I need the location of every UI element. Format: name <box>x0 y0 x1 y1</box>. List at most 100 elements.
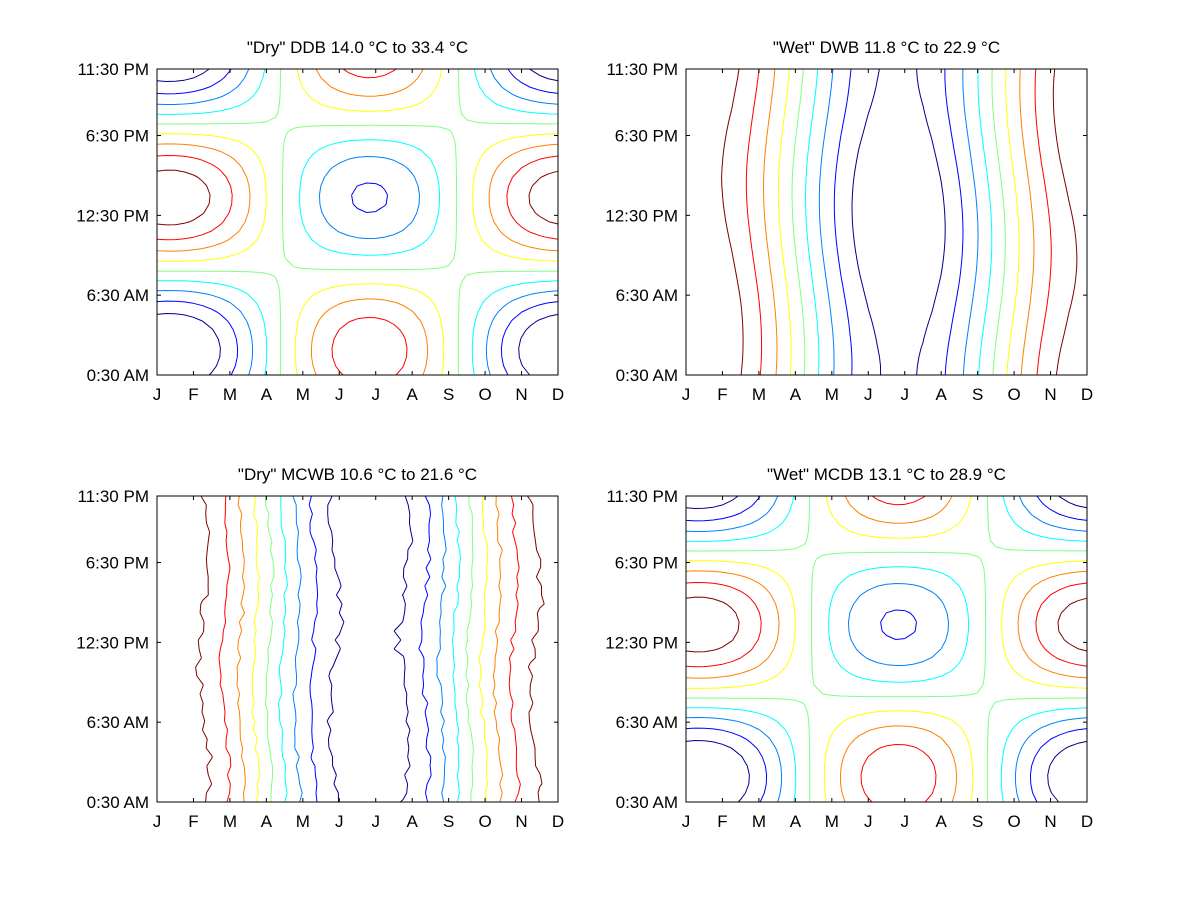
contour-level-3 <box>156 68 559 376</box>
x-tick-label: A <box>790 385 802 404</box>
contour-level-2 <box>685 495 1088 803</box>
contour-level-5 <box>251 495 489 803</box>
contour-level-1 <box>156 68 559 376</box>
x-tick-label: M <box>296 385 310 404</box>
contour-level-1 <box>833 68 964 376</box>
contour-level-6 <box>685 495 1088 803</box>
contour-level-6 <box>156 68 559 376</box>
x-tick-label: N <box>1044 385 1056 404</box>
y-tick-label: 6:30 AM <box>87 286 149 305</box>
x-tick-label: J <box>864 385 873 404</box>
contour-level-4 <box>791 68 1006 376</box>
panel-title: "Wet" DWB 11.8 °C to 22.9 °C <box>773 38 1000 57</box>
contour-level-6 <box>236 495 504 803</box>
x-tick-label: O <box>478 385 491 404</box>
contour-level-3 <box>685 495 1088 803</box>
x-tick-label: A <box>790 812 802 831</box>
plot-frame <box>685 68 1088 376</box>
plot-frame <box>685 495 1088 803</box>
x-tick-label: O <box>1007 385 1020 404</box>
x-tick-label: M <box>752 812 766 831</box>
x-tick-label: F <box>188 812 198 831</box>
x-tick-label: D <box>1081 385 1093 404</box>
contour-level-3 <box>277 495 461 803</box>
x-tick-label: J <box>682 385 691 404</box>
contour-lines <box>685 495 1088 803</box>
y-tick-label: 6:30 PM <box>615 554 678 573</box>
y-tick-label: 12:30 PM <box>605 633 678 652</box>
x-tick-label: J <box>371 385 380 404</box>
x-tick-label: S <box>972 812 983 831</box>
x-tick-label: M <box>223 812 237 831</box>
contour-level-4 <box>264 495 474 803</box>
contour-lines <box>195 495 545 803</box>
y-tick-label: 6:30 AM <box>616 713 678 732</box>
y-tick-label: 6:30 AM <box>87 713 149 732</box>
contour-lines <box>156 68 559 376</box>
contour-level-8 <box>685 596 1088 653</box>
panel-title: "Dry" MCWB 10.6 °C to 21.6 °C <box>238 465 477 484</box>
x-tick-label: N <box>1044 812 1056 831</box>
contour-level-2 <box>292 495 447 803</box>
contour-level-3 <box>805 68 993 376</box>
contour-level-1 <box>308 495 432 803</box>
plot-frame <box>156 495 559 803</box>
contour-level-7 <box>745 68 1052 376</box>
contour-level-8 <box>195 495 545 803</box>
y-tick-label: 12:30 PM <box>76 206 149 225</box>
y-tick-label: 6:30 PM <box>86 127 149 146</box>
x-tick-label: J <box>371 812 380 831</box>
x-tick-label: D <box>1081 812 1093 831</box>
contour-level-5 <box>777 68 1020 376</box>
panel-title: "Wet" MCDB 13.1 °C to 28.9 °C <box>767 465 1006 484</box>
contour-level-0 <box>851 68 946 376</box>
y-tick-label: 11:30 PM <box>606 487 678 506</box>
x-tick-label: M <box>296 812 310 831</box>
panel-wet-mcdb: "Wet" MCDB 13.1 °C to 28.9 °C J F M A M J J A S O N… <box>605 465 1093 831</box>
y-tick-label: 11:30 PM <box>606 60 678 79</box>
x-tick-label: J <box>864 812 873 831</box>
x-tick-label: A <box>936 812 948 831</box>
contour-level-1 <box>685 495 1088 803</box>
x-tick-label: J <box>900 812 909 831</box>
x-tick-label: A <box>936 385 948 404</box>
x-tick-label: J <box>153 812 162 831</box>
x-tick-label: M <box>223 385 237 404</box>
x-tick-label: O <box>1007 812 1020 831</box>
y-tick-label: 6:30 PM <box>86 554 149 573</box>
x-tick-label: A <box>261 812 273 831</box>
contour-level-0 <box>685 495 1088 803</box>
y-tick-label: 12:30 PM <box>76 633 149 652</box>
x-tick-label: S <box>443 385 454 404</box>
y-tick-label: 0:30 AM <box>616 793 678 812</box>
y-tick-label: 0:30 AM <box>87 366 149 385</box>
y-tick-label: 0:30 AM <box>616 366 678 385</box>
x-tick-label: M <box>752 385 766 404</box>
x-tick-label: M <box>825 812 839 831</box>
contour-level-4 <box>685 495 1087 803</box>
contour-level-6 <box>763 68 1035 376</box>
y-tick-label: 6:30 AM <box>616 286 678 305</box>
x-tick-label: J <box>335 812 344 831</box>
x-tick-label: S <box>972 385 983 404</box>
x-tick-label: A <box>407 812 419 831</box>
x-tick-label: J <box>335 385 344 404</box>
x-tick-label: O <box>478 812 491 831</box>
x-tick-label: N <box>515 812 527 831</box>
x-tick-label: A <box>407 385 419 404</box>
x-tick-label: F <box>717 385 727 404</box>
x-tick-label: D <box>552 385 564 404</box>
y-tick-label: 0:30 AM <box>87 793 149 812</box>
contour-level-0 <box>326 495 414 803</box>
y-tick-label: 12:30 PM <box>605 206 678 225</box>
x-tick-label: F <box>717 812 727 831</box>
x-tick-label: J <box>153 385 162 404</box>
y-tick-label: 11:30 PM <box>77 60 149 79</box>
contour-level-4 <box>156 68 558 376</box>
contour-level-8 <box>156 169 559 226</box>
plot-frame <box>156 68 559 376</box>
y-tick-label: 11:30 PM <box>77 487 149 506</box>
x-tick-label: D <box>552 812 564 831</box>
contour-level-5 <box>685 495 1088 803</box>
x-tick-label: F <box>188 385 198 404</box>
